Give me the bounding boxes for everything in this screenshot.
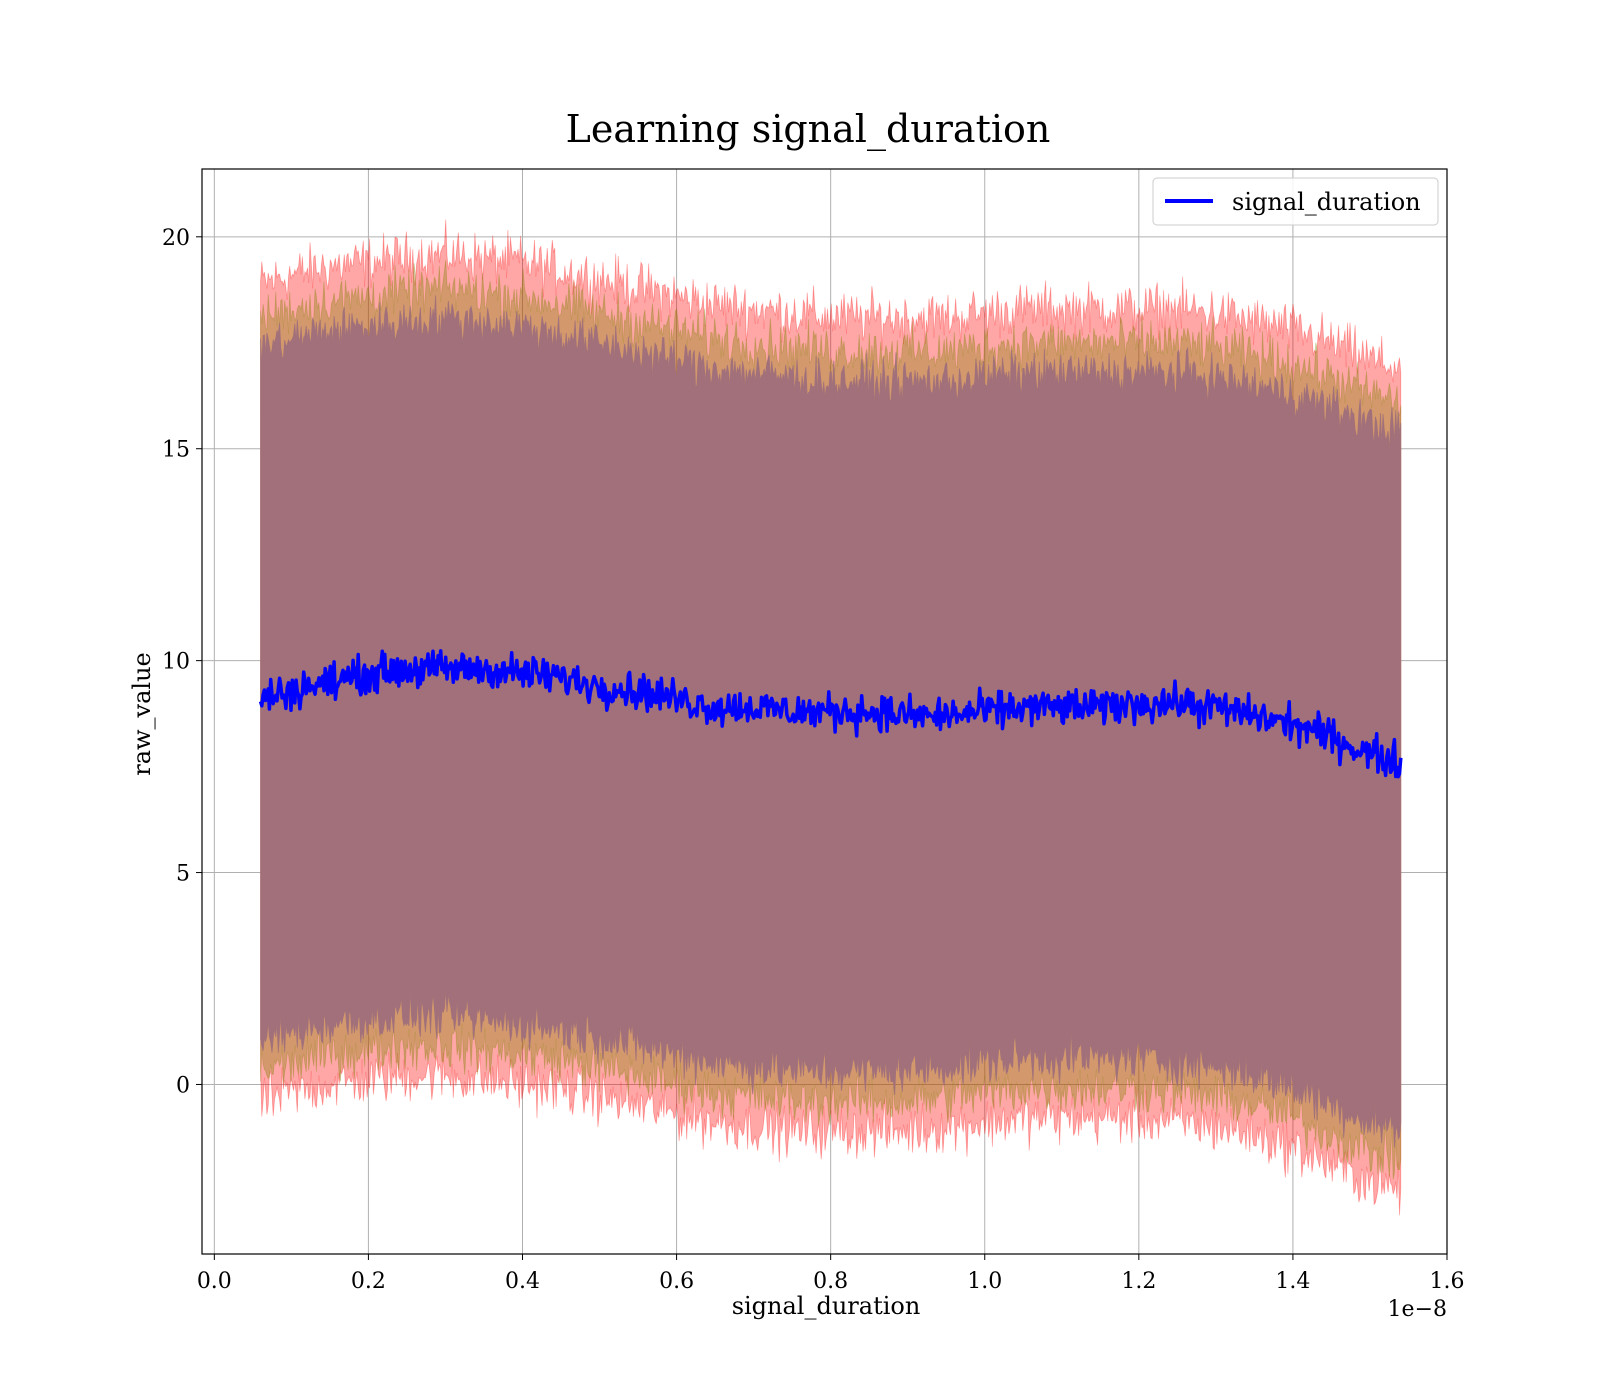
y-tick-label: 15 [162, 438, 190, 463]
y-axis-label: raw_value [128, 652, 156, 776]
x-tick-label: 0.8 [813, 1269, 848, 1294]
x-tick-label: 0.0 [197, 1269, 232, 1294]
x-tick-label: 1.0 [967, 1269, 1002, 1294]
x-axis-label: signal_duration [732, 1292, 921, 1320]
x-tick-label: 0.4 [505, 1269, 540, 1294]
x-tick-label: 1.4 [1275, 1269, 1310, 1294]
x-tick-label: 1.2 [1121, 1269, 1156, 1294]
chart-title: Learning signal_duration [566, 107, 1051, 152]
x-axis-offset-label: 1e−8 [1388, 1297, 1447, 1322]
x-tick-label: 0.6 [659, 1269, 694, 1294]
x-tick-label: 1.6 [1430, 1269, 1465, 1294]
series-lines [258, 649, 1403, 779]
y-tick-label: 10 [162, 650, 190, 675]
legend: signal_duration [1152, 177, 1439, 226]
inner-band [260, 295, 1402, 1148]
y-tick-label: 20 [162, 226, 190, 251]
legend-box [1152, 177, 1439, 226]
legend-entry-label: signal_duration [1232, 188, 1421, 216]
x-axis-ticks: 0.0 0.2 0.4 0.6 0.8 1.0 1.2 1.4 1.6 [197, 1254, 1465, 1294]
confidence-bands [260, 219, 1402, 1216]
mean-line-signal-duration [258, 649, 1403, 779]
y-tick-label: 5 [176, 862, 190, 887]
plot-frame [201, 168, 1448, 1255]
y-tick-label: 0 [176, 1073, 190, 1098]
y-axis-ticks: 0 5 10 15 20 [162, 226, 202, 1098]
x-tick-label: 0.2 [351, 1269, 386, 1294]
